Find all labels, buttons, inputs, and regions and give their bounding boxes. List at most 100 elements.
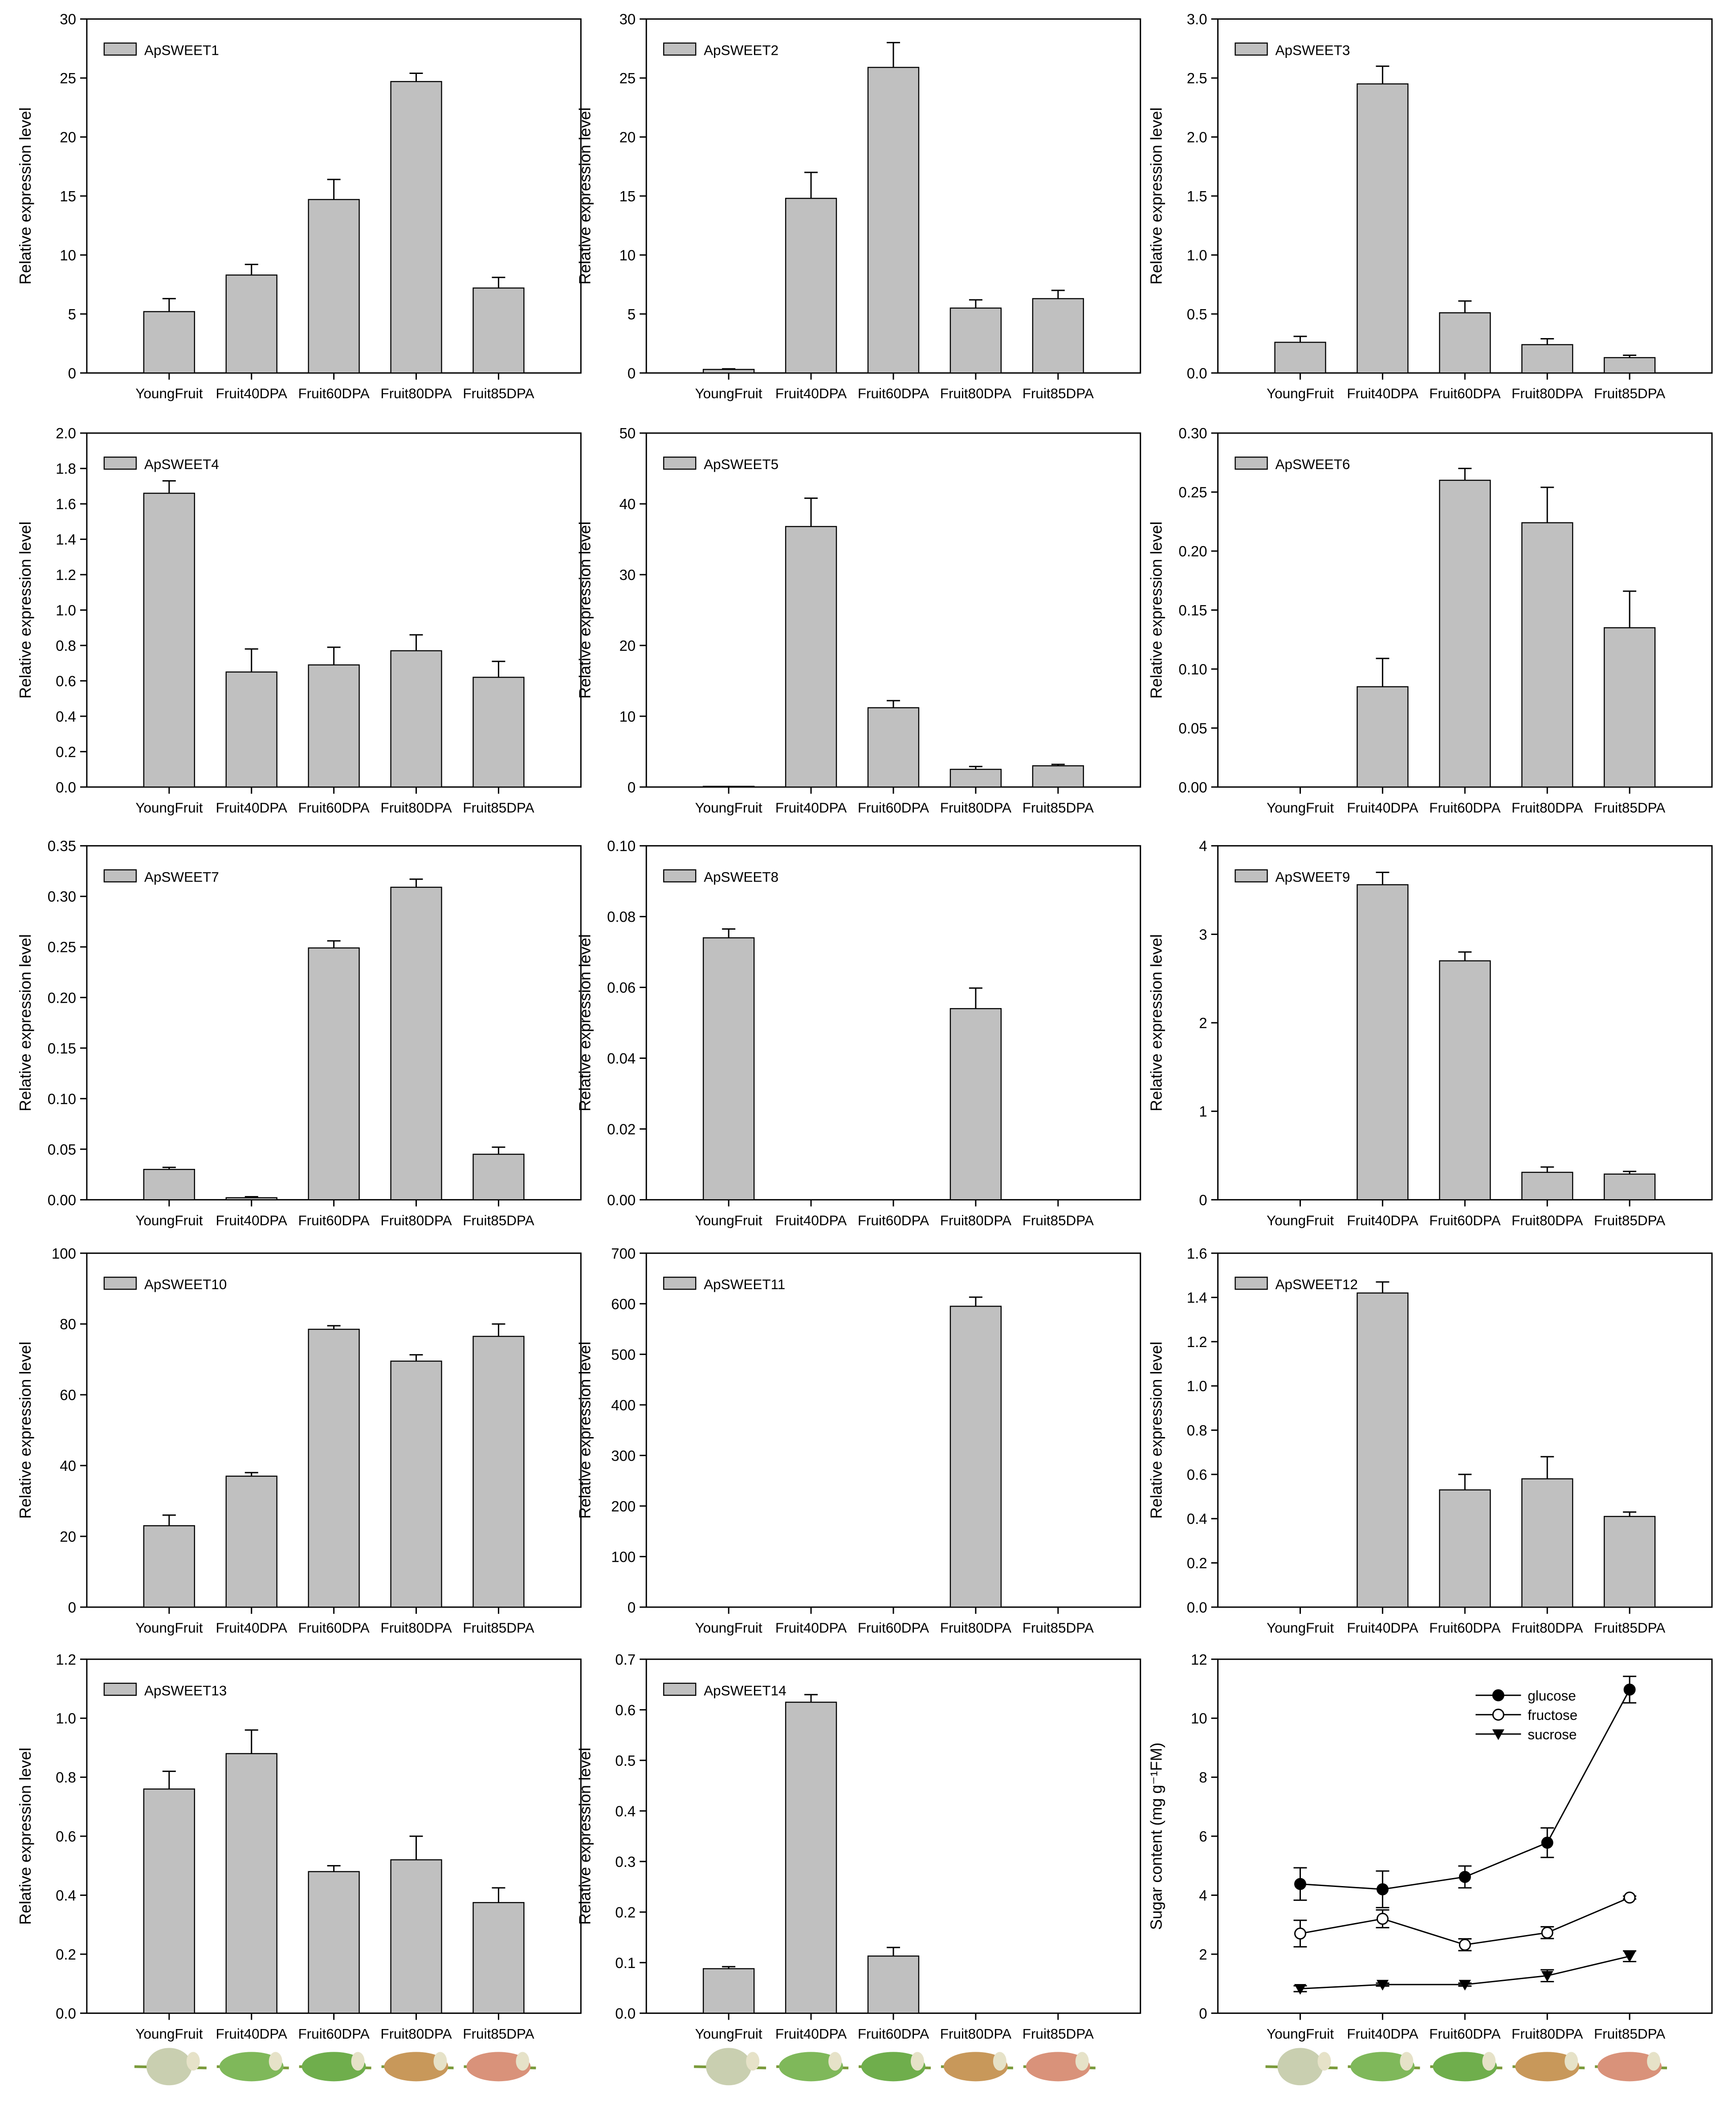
y-tick-label: 0 (68, 1599, 76, 1616)
y-tick-label: 10 (619, 247, 636, 263)
bar-chart-ApSWEET5: 0 10 20 30 40 50 YoungFruit Fruit40DPA Fruit60DP… (575, 425, 1141, 816)
y-tick-label: 0.00 (1178, 779, 1207, 796)
data-point-glucose (1541, 1837, 1553, 1849)
y-tick-label: 0 (1199, 2005, 1207, 2021)
data-point-sucrose (1459, 1980, 1471, 1991)
y-tick-label: 0.5 (615, 1752, 636, 1769)
y-tick-label: 0.10 (1178, 661, 1207, 678)
y-axis-label: Relative expression level (1147, 934, 1165, 1111)
y-axis-label: Relative expression level (575, 1748, 594, 1925)
y-tick-label: 100 (611, 1548, 636, 1565)
bar (390, 1360, 442, 1608)
y-tick-label: 25 (60, 70, 76, 86)
y-tick-label: 0.6 (1187, 1466, 1207, 1483)
bar-chart-ApSWEET7: 0.00 0.05 0.10 0.15 0.20 0.25 0.30 0.35 YoungFru… (16, 838, 582, 1228)
bar-chart-ApSWEET10: 0 20 40 60 80 100 YoungFruit Fruit40DPA Fruit60D… (16, 1245, 582, 1636)
legend-swatch (1235, 1277, 1268, 1290)
bar (702, 786, 755, 788)
x-tick-label: Fruit80DPA (1512, 1620, 1583, 1636)
x-tick-label: YoungFruit (695, 386, 762, 401)
x-tick-label: Fruit60DPA (298, 800, 369, 816)
y-tick-label: 10 (619, 708, 636, 725)
y-axis-label: Sugar content (mg g⁻¹FM) (1147, 1743, 1165, 1930)
y-tick-label: 0.6 (615, 1702, 636, 1718)
y-tick-label: 200 (611, 1498, 636, 1515)
y-tick-label: 25 (619, 70, 636, 86)
bar (143, 1525, 195, 1608)
x-tick-label: Fruit60DPA (858, 2026, 929, 2042)
y-tick-label: 1.4 (56, 531, 76, 548)
bar (1439, 1489, 1491, 1608)
fruit-calyx (910, 2052, 924, 2071)
x-tick-label: Fruit80DPA (1512, 1213, 1583, 1228)
y-tick-label: 1.2 (1187, 1334, 1207, 1350)
y-tick-label: 100 (52, 1245, 76, 1262)
x-tick-label: YoungFruit (695, 1620, 762, 1636)
y-tick-label: 15 (619, 188, 636, 204)
y-tick-label: 0.8 (1187, 1422, 1207, 1439)
bar (308, 199, 360, 374)
y-tick-label: 0.0 (56, 2005, 76, 2021)
x-tick-label: Fruit80DPA (940, 1620, 1011, 1636)
data-point-sucrose (1623, 1952, 1636, 1963)
data-point-fructose (1376, 1913, 1389, 1925)
bar (950, 1008, 1002, 1200)
x-tick-label: Fruit85DPA (1594, 2026, 1665, 2042)
fruit-calyx (269, 2052, 282, 2071)
y-tick-label: 600 (611, 1296, 636, 1312)
x-tick-label: Fruit85DPA (463, 800, 534, 816)
y-tick-label: 20 (60, 1528, 76, 1545)
x-tick-label: Fruit40DPA (216, 386, 287, 401)
x-tick-label: Fruit60DPA (858, 1213, 929, 1228)
x-tick-label: Fruit40DPA (216, 1213, 287, 1228)
y-tick-label: 40 (619, 496, 636, 512)
bar (702, 369, 755, 374)
legend-label: ApSWEET2 (704, 43, 778, 58)
x-tick-label: Fruit40DPA (216, 2026, 287, 2042)
y-tick-label: 80 (60, 1316, 76, 1332)
legend-label: ApSWEET9 (1276, 870, 1350, 885)
x-tick-label: Fruit85DPA (1023, 386, 1094, 401)
x-tick-label: Fruit40DPA (1347, 1213, 1418, 1228)
bar (1274, 342, 1326, 374)
bar (143, 1169, 195, 1200)
bar (1439, 960, 1491, 1200)
legend-swatch (1235, 42, 1268, 56)
x-tick-label: Fruit40DPA (1347, 386, 1418, 401)
fruit-calyx (1565, 2052, 1578, 2071)
bar (390, 1859, 442, 2014)
x-tick-label: Fruit85DPA (1023, 2026, 1094, 2042)
y-tick-label: 4 (1199, 1887, 1207, 1904)
y-tick-label: 2 (1199, 1015, 1207, 1031)
y-tick-label: 1.0 (1187, 247, 1207, 263)
y-tick-label: 0.4 (615, 1803, 636, 1819)
y-tick-label: 0 (68, 365, 76, 381)
x-tick-label: Fruit40DPA (1347, 2026, 1418, 2042)
bar (702, 1968, 755, 2014)
bar (1521, 1172, 1573, 1200)
fruit-calyx (828, 2052, 842, 2071)
x-tick-label: Fruit60DPA (1429, 386, 1500, 401)
legend-swatch (663, 456, 697, 470)
y-tick-label: 10 (1191, 1710, 1207, 1727)
bar (390, 650, 442, 788)
series-line-fructose (1300, 1897, 1630, 1946)
y-tick-label: 0.6 (56, 1828, 76, 1845)
y-tick-label: 0.0 (1187, 365, 1207, 381)
y-tick-label: 0.6 (56, 673, 76, 689)
y-tick-label: 0.0 (615, 2005, 636, 2021)
x-tick-label: Fruit40DPA (1347, 1620, 1418, 1636)
bar (308, 1871, 360, 2014)
y-tick-label: 0 (628, 779, 636, 796)
y-axis-label: Relative expression level (16, 1748, 34, 1925)
x-tick-label: YoungFruit (135, 800, 203, 816)
fruit-stage-photos (134, 2048, 536, 2086)
x-tick-label: YoungFruit (135, 2026, 203, 2042)
y-tick-label: 0.1 (615, 1955, 636, 1971)
x-tick-label: Fruit85DPA (1023, 800, 1094, 816)
y-tick-label: 1.6 (1187, 1245, 1207, 1262)
y-tick-label: 1.8 (56, 461, 76, 477)
y-tick-label: 0.0 (56, 779, 76, 796)
y-axis-label: Relative expression level (575, 522, 594, 699)
y-tick-label: 0.2 (1187, 1555, 1207, 1572)
